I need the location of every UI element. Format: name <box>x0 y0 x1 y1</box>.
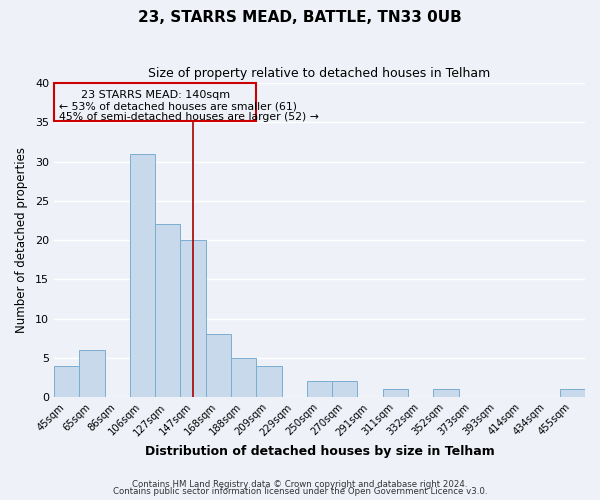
Bar <box>130 154 155 397</box>
Y-axis label: Number of detached properties: Number of detached properties <box>15 147 28 333</box>
Bar <box>79 350 104 397</box>
Bar <box>560 389 585 397</box>
Text: 23, STARRS MEAD, BATTLE, TN33 0UB: 23, STARRS MEAD, BATTLE, TN33 0UB <box>138 10 462 25</box>
Bar <box>54 366 79 397</box>
Text: 45% of semi-detached houses are larger (52) →: 45% of semi-detached houses are larger (… <box>59 112 319 122</box>
Bar <box>256 366 281 397</box>
X-axis label: Distribution of detached houses by size in Telham: Distribution of detached houses by size … <box>145 444 494 458</box>
FancyBboxPatch shape <box>54 83 256 120</box>
Bar <box>332 382 358 397</box>
Bar <box>231 358 256 397</box>
Bar <box>433 389 458 397</box>
Text: ← 53% of detached houses are smaller (61): ← 53% of detached houses are smaller (61… <box>59 101 297 111</box>
Bar <box>181 240 206 397</box>
Bar <box>307 382 332 397</box>
Text: Contains public sector information licensed under the Open Government Licence v3: Contains public sector information licen… <box>113 487 487 496</box>
Bar <box>206 334 231 397</box>
Bar <box>383 389 408 397</box>
Text: 23 STARRS MEAD: 140sqm: 23 STARRS MEAD: 140sqm <box>80 90 230 100</box>
Bar <box>155 224 181 397</box>
Title: Size of property relative to detached houses in Telham: Size of property relative to detached ho… <box>148 68 491 80</box>
Text: Contains HM Land Registry data © Crown copyright and database right 2024.: Contains HM Land Registry data © Crown c… <box>132 480 468 489</box>
